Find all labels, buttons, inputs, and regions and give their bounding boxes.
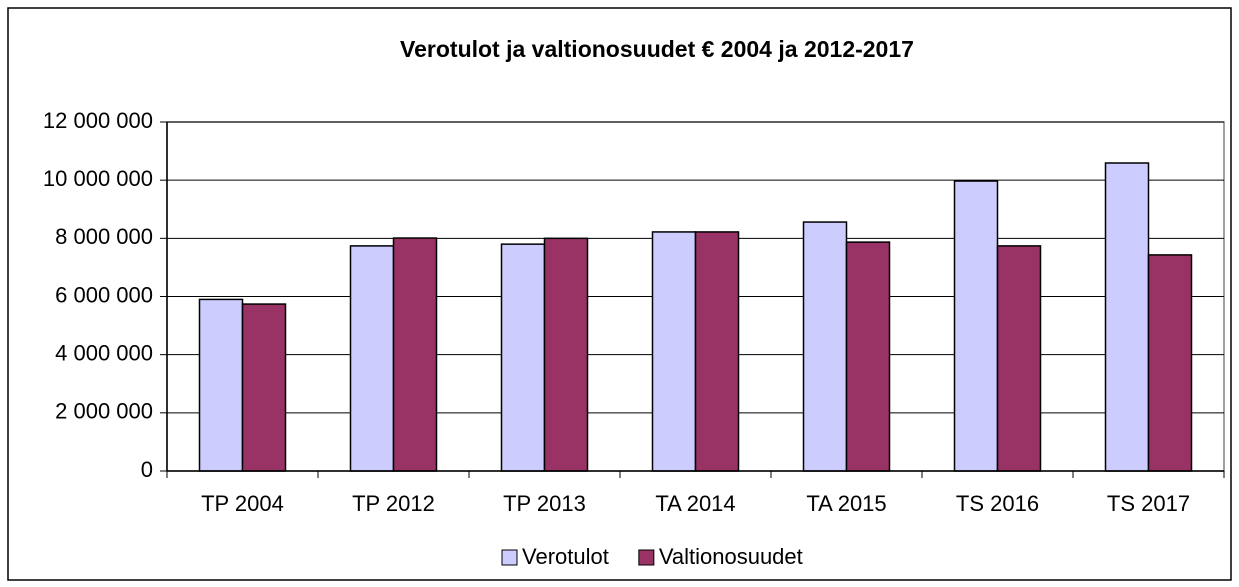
- legend-label: Verotulot: [522, 544, 609, 569]
- y-tick-label: 10 000 000: [43, 166, 153, 191]
- y-tick-label: 0: [141, 457, 153, 482]
- bar: [953, 180, 999, 472]
- legend-swatch: [638, 549, 655, 566]
- bar: [241, 303, 287, 472]
- legend-swatch: [501, 549, 518, 566]
- bar: [349, 245, 395, 472]
- y-tick-label: 4 000 000: [55, 340, 153, 365]
- bar: [1104, 162, 1150, 472]
- x-tick-label: TP 2004: [201, 491, 284, 516]
- x-tick-label: TS 2017: [1107, 491, 1190, 516]
- y-tick-label: 8 000 000: [55, 224, 153, 249]
- chart-title: Verotulot ja valtionosuudet € 2004 ja 20…: [400, 36, 914, 62]
- bar: [198, 298, 244, 472]
- chart-border: [7, 7, 1232, 581]
- x-tick-label: TP 2013: [503, 491, 586, 516]
- bar: [845, 241, 891, 472]
- bar: [500, 243, 546, 472]
- y-tick-label: 12 000 000: [43, 108, 153, 133]
- x-tick-label: TS 2016: [956, 491, 1039, 516]
- x-tick-label: TA 2014: [655, 491, 735, 516]
- y-tick-label: 2 000 000: [55, 399, 153, 424]
- bar: [543, 237, 589, 472]
- bar: [996, 245, 1042, 472]
- x-tick-label: TP 2012: [352, 491, 435, 516]
- y-tick-label: 6 000 000: [55, 282, 153, 307]
- bar: [392, 237, 438, 472]
- x-tick-label: TA 2015: [806, 491, 886, 516]
- bar: [651, 231, 697, 472]
- bar: [802, 221, 848, 472]
- bar: [694, 231, 740, 472]
- legend-label: Valtionosuudet: [659, 544, 803, 569]
- bar: [1147, 254, 1193, 472]
